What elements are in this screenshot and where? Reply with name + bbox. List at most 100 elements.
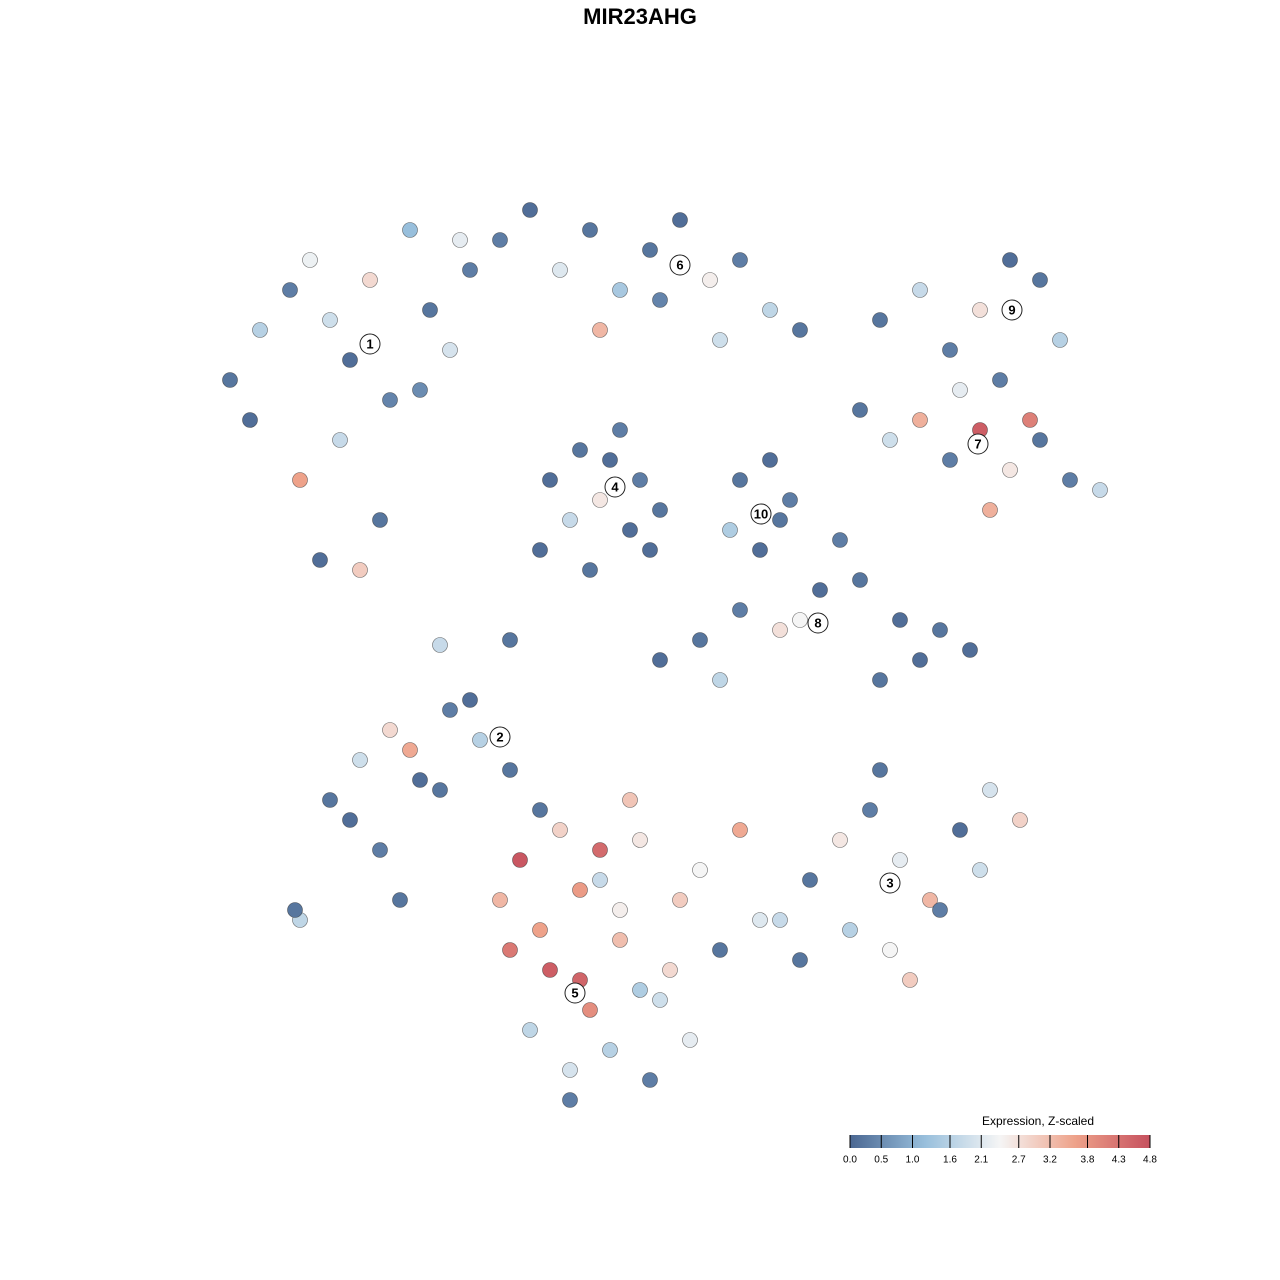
cell-point xyxy=(392,892,408,908)
cluster-badge xyxy=(750,503,772,525)
cell-point xyxy=(422,302,438,318)
cell-point xyxy=(562,1092,578,1108)
cell-point xyxy=(362,272,378,288)
colorbar-tick-label: 1.6 xyxy=(943,1155,957,1166)
cell-point xyxy=(302,252,318,268)
cell-point xyxy=(732,822,748,838)
cell-point xyxy=(702,272,718,288)
cell-point xyxy=(342,812,358,828)
colorbar-tick-label: 4.8 xyxy=(1143,1155,1157,1166)
cell-point xyxy=(582,1002,598,1018)
cell-point xyxy=(532,802,548,818)
cell-point xyxy=(612,932,628,948)
cell-point xyxy=(762,452,778,468)
cell-point xyxy=(732,472,748,488)
cluster-label: 6 xyxy=(676,257,683,272)
cell-point xyxy=(642,542,658,558)
cell-point xyxy=(222,372,238,388)
cell-point xyxy=(1002,462,1018,478)
cell-point xyxy=(652,652,668,668)
cell-point xyxy=(572,882,588,898)
cell-point xyxy=(1022,412,1038,428)
cell-point xyxy=(922,892,938,908)
cell-point xyxy=(442,702,458,718)
cell-point xyxy=(792,612,808,628)
cell-point xyxy=(862,802,878,818)
cluster-label: 2 xyxy=(496,729,503,744)
cell-point xyxy=(402,222,418,238)
cell-point xyxy=(682,1032,698,1048)
cell-point xyxy=(372,512,388,528)
colorbar-tick-label: 1.0 xyxy=(906,1155,920,1166)
cell-point xyxy=(412,772,428,788)
cell-point xyxy=(832,832,848,848)
colorbar-tick-label: 2.7 xyxy=(1012,1155,1026,1166)
cell-point xyxy=(772,512,788,528)
cell-point xyxy=(542,962,558,978)
cell-point xyxy=(542,472,558,488)
cluster-label: 4 xyxy=(611,479,619,494)
cell-point xyxy=(632,982,648,998)
cell-point xyxy=(982,502,998,518)
cluster-badge xyxy=(359,333,381,355)
cell-point xyxy=(772,912,788,928)
cell-point xyxy=(592,842,608,858)
cluster-badge xyxy=(807,612,829,634)
cell-point xyxy=(712,942,728,958)
cell-point xyxy=(902,972,918,988)
cell-point xyxy=(852,402,868,418)
cell-point xyxy=(352,562,368,578)
cell-point xyxy=(762,302,778,318)
cell-point xyxy=(622,792,638,808)
cell-point xyxy=(352,752,368,768)
cell-point xyxy=(942,452,958,468)
cell-point xyxy=(832,532,848,548)
cell-point xyxy=(322,792,338,808)
cell-point xyxy=(812,582,828,598)
cell-point xyxy=(1032,432,1048,448)
colorbar-tick-label: 3.2 xyxy=(1043,1155,1057,1166)
cell-point xyxy=(872,672,888,688)
cell-point xyxy=(462,262,478,278)
cell-point xyxy=(582,222,598,238)
cell-point xyxy=(882,942,898,958)
cell-point xyxy=(982,782,998,798)
cell-point xyxy=(512,852,528,868)
cell-point xyxy=(612,422,628,438)
cell-point xyxy=(532,922,548,938)
cell-point xyxy=(872,312,888,328)
cell-point xyxy=(712,672,728,688)
cell-point xyxy=(242,412,258,428)
cell-point xyxy=(692,632,708,648)
cell-point xyxy=(642,1072,658,1088)
colorbar-tick-label: 3.8 xyxy=(1081,1155,1095,1166)
cluster-badge xyxy=(564,982,586,1004)
cell-point xyxy=(472,732,488,748)
cell-point xyxy=(632,832,648,848)
cell-point xyxy=(1002,252,1018,268)
cell-point xyxy=(672,892,688,908)
cluster-badge xyxy=(489,726,511,748)
cell-point xyxy=(462,692,478,708)
cluster-badge xyxy=(879,872,901,894)
cell-point xyxy=(692,862,708,878)
colorbar-tick-label: 2.1 xyxy=(974,1155,988,1166)
cell-point xyxy=(502,942,518,958)
cell-point xyxy=(652,292,668,308)
cell-point xyxy=(942,342,958,358)
cell-point xyxy=(712,332,728,348)
cell-point xyxy=(892,852,908,868)
cell-point xyxy=(552,822,568,838)
cell-point xyxy=(992,372,1008,388)
cluster-badge xyxy=(967,433,989,455)
cell-point xyxy=(442,342,458,358)
cell-point xyxy=(972,862,988,878)
cluster-label: 10 xyxy=(754,506,768,521)
cluster-badge xyxy=(1001,299,1023,321)
cell-point xyxy=(562,1062,578,1078)
cell-point xyxy=(342,352,358,368)
cell-point xyxy=(892,612,908,628)
cell-point xyxy=(782,492,798,508)
cell-point xyxy=(282,282,298,298)
